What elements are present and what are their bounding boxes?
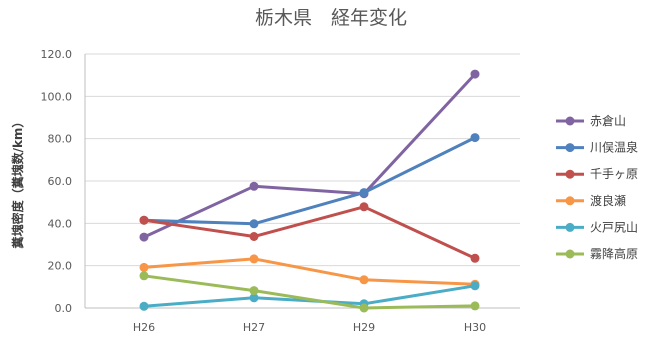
legend-label: 川俣温泉 (590, 141, 638, 155)
series-赤倉山 (139, 69, 480, 242)
legend-label: 渡良瀬 (590, 193, 626, 208)
data-point (139, 215, 149, 225)
legend-swatch-marker (565, 143, 575, 153)
legend-swatch-marker (565, 196, 575, 206)
legend-label: 霧降高原 (590, 246, 638, 261)
data-point (470, 133, 480, 143)
legend-label: 火戸尻山 (590, 220, 638, 234)
legend-label: 赤倉山 (590, 113, 626, 128)
series-line (143, 136, 476, 226)
data-point (470, 281, 480, 291)
series-line (143, 73, 477, 239)
y-axis-ticks: 0.0 20.0 40.0 60.0 80.0 100.0 120.0 (41, 48, 73, 315)
legend-item: 赤倉山 (556, 113, 626, 128)
legend-swatch-marker (565, 249, 575, 259)
series-千手ヶ原 (139, 202, 480, 263)
gridlines (84, 53, 520, 309)
data-point (139, 262, 149, 272)
data-point (249, 293, 259, 303)
legend-item: 千手ヶ原 (556, 167, 638, 181)
series-line (143, 284, 476, 308)
chart-title: 栃木県 経年変化 (255, 7, 407, 29)
legend-label: 千手ヶ原 (590, 167, 638, 181)
y-tick-label: 120.0 (41, 48, 73, 61)
legend-swatch-marker (565, 169, 575, 179)
data-point (249, 181, 259, 191)
data-point (249, 219, 259, 229)
x-axis-ticks: H26 H27 H29 H30 (133, 321, 486, 334)
x-tick-label: H27 (243, 321, 265, 334)
legend-item: 渡良瀬 (556, 193, 626, 208)
series-霧降高原 (139, 271, 480, 313)
series-line (143, 257, 476, 286)
y-tick-label: 100.0 (41, 90, 73, 103)
data-point (359, 202, 369, 212)
data-point (139, 301, 149, 311)
data-point (359, 188, 369, 198)
data-point (249, 254, 259, 264)
series-lines (139, 69, 480, 313)
legend-item: 霧降高原 (556, 246, 638, 261)
legend-swatch-marker (565, 116, 575, 126)
series-渡良瀬 (139, 254, 480, 289)
y-tick-label: 60.0 (48, 175, 73, 188)
legend-swatch-marker (565, 222, 575, 232)
y-tick-label: 20.0 (48, 260, 73, 273)
series-line (143, 205, 476, 260)
x-tick-label: H30 (464, 321, 486, 334)
data-point (359, 303, 369, 313)
y-tick-label: 0.0 (55, 302, 73, 315)
y-tick-label: 40.0 (48, 217, 73, 230)
data-point (470, 301, 480, 311)
series-line (143, 274, 476, 310)
legend-item: 川俣温泉 (556, 141, 638, 155)
data-point (139, 271, 149, 281)
x-tick-label: H26 (133, 321, 155, 334)
data-point (249, 232, 259, 241)
x-tick-label: H29 (353, 321, 375, 334)
data-point (359, 275, 369, 285)
data-point (249, 286, 259, 296)
y-axis-label: 糞塊密度（糞塊数/km） (10, 116, 25, 250)
data-point (470, 69, 480, 79)
y-tick-label: 80.0 (48, 133, 73, 146)
legend-item: 火戸尻山 (556, 220, 638, 234)
data-point (139, 232, 149, 242)
data-point (470, 253, 480, 263)
